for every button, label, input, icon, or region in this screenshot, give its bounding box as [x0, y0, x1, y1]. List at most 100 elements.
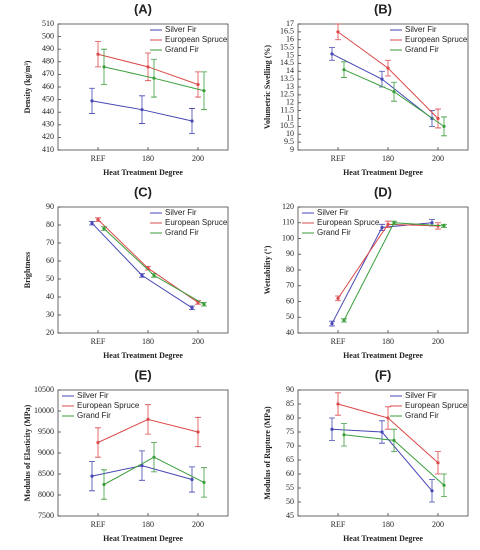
- x-tick-label: 200: [432, 520, 444, 529]
- point: [436, 116, 440, 121]
- x-axis-label: Heat Treatment Degree: [343, 534, 423, 543]
- y-tick-label: 12.5: [280, 90, 294, 99]
- point: [336, 402, 340, 406]
- y-tick-label: 10500: [34, 385, 54, 394]
- y-axis-label: Wettability (°): [263, 245, 272, 294]
- point: [442, 483, 446, 487]
- y-tick-label: 60: [286, 469, 294, 478]
- legend-label: European Spruce: [165, 35, 228, 44]
- y-tick-label: 45: [286, 511, 294, 520]
- point: [90, 99, 94, 103]
- x-axis-label: Heat Treatment Degree: [343, 351, 423, 360]
- legend-label: Grand Fir: [317, 228, 351, 237]
- y-tick-label: 9000: [38, 448, 54, 457]
- y-tick-label: 9.5: [284, 137, 294, 146]
- plot-frame: [57, 206, 229, 334]
- point: [336, 30, 340, 34]
- x-tick-label: 180: [142, 337, 154, 346]
- point: [152, 273, 156, 277]
- x-tick-label: 200: [432, 337, 444, 346]
- y-tick-label: 70: [46, 238, 54, 247]
- y-tick-label: 14: [286, 66, 294, 75]
- y-tick-label: 40: [286, 328, 294, 337]
- point: [386, 222, 390, 226]
- y-tick-label: 10: [286, 129, 294, 138]
- y-tick-label: 90: [286, 385, 294, 394]
- y-tick-label: 12: [286, 98, 294, 107]
- x-tick-label: 200: [192, 154, 204, 163]
- x-tick-label: 180: [142, 154, 154, 163]
- y-axis-label: Modulus of Elasticity (MPa): [23, 404, 32, 501]
- y-tick-label: 40: [46, 292, 54, 301]
- point: [190, 306, 194, 310]
- legend-label: European Spruce: [77, 401, 140, 410]
- point: [392, 90, 396, 94]
- point: [96, 218, 100, 222]
- y-tick-label: 9500: [38, 427, 54, 436]
- point: [96, 52, 100, 56]
- point: [196, 82, 200, 87]
- point: [442, 124, 446, 128]
- point: [442, 224, 446, 228]
- point: [140, 464, 144, 468]
- y-tick-label: 80: [46, 220, 54, 229]
- plot-frame: [297, 389, 469, 517]
- y-tick-label: 50: [46, 274, 54, 283]
- panel-label: (B): [374, 1, 392, 16]
- y-tick-label: 490: [42, 44, 54, 53]
- y-axis-label: Density (kg/m³): [23, 60, 32, 113]
- point: [152, 76, 156, 80]
- x-tick-label: 180: [382, 520, 394, 529]
- legend-label: Silver Fir: [165, 25, 197, 34]
- y-tick-label: 50: [286, 497, 294, 506]
- y-tick-label: 80: [286, 265, 294, 274]
- point: [202, 302, 206, 306]
- y-tick-label: 11: [286, 113, 294, 122]
- point: [140, 108, 144, 112]
- y-tick-label: 500: [42, 31, 54, 40]
- x-tick-label: 200: [432, 154, 444, 163]
- x-tick-label: 180: [142, 520, 154, 529]
- y-tick-label: 14.5: [280, 58, 294, 67]
- y-tick-label: 75: [286, 427, 294, 436]
- y-tick-label: 65: [286, 455, 294, 464]
- point: [90, 221, 94, 225]
- chart-panel: (D) 40 50 60 70 80 90 100 110 120 REF 180 200 Heat Tr…: [263, 184, 469, 360]
- chart-panel: (F) 45 50 55 60 65 70 75 80 85 90 REF 180 200 Heat Tre…: [263, 367, 469, 543]
- y-tick-label: 60: [46, 256, 54, 265]
- point: [380, 430, 384, 434]
- point: [152, 455, 156, 459]
- panel-label: (C): [134, 184, 152, 199]
- y-tick-label: 70: [286, 441, 294, 450]
- x-tick-label: 180: [382, 154, 394, 163]
- legend-label: European Spruce: [165, 218, 228, 227]
- y-tick-label: 50: [286, 312, 294, 321]
- point: [202, 480, 206, 484]
- point: [102, 227, 106, 231]
- legend-label: Grand Fir: [77, 411, 111, 420]
- y-tick-label: 510: [42, 19, 54, 28]
- point: [392, 221, 396, 225]
- y-tick-label: 80: [286, 413, 294, 422]
- point: [196, 430, 200, 434]
- point: [342, 318, 346, 322]
- point: [342, 433, 346, 437]
- y-tick-label: 90: [286, 249, 294, 258]
- point: [102, 482, 106, 487]
- y-tick-label: 20: [46, 328, 54, 337]
- x-tick-label: 200: [192, 520, 204, 529]
- y-tick-label: 9: [290, 145, 294, 154]
- x-axis-label: Heat Treatment Degree: [343, 168, 423, 177]
- y-axis-label: Brightness: [23, 252, 32, 288]
- y-tick-label: 460: [42, 82, 54, 91]
- y-tick-label: 15.5: [280, 42, 294, 51]
- panel-label: (E): [134, 367, 151, 382]
- y-tick-label: 450: [42, 94, 54, 103]
- legend-label: European Spruce: [405, 401, 468, 410]
- x-axis-label: Heat Treatment Degree: [103, 351, 183, 360]
- y-axis-label: Volumetric Swelling (%): [263, 45, 272, 129]
- legend-label: Silver Fir: [405, 391, 437, 400]
- legend-label: Grand Fir: [165, 228, 199, 237]
- point: [190, 119, 194, 123]
